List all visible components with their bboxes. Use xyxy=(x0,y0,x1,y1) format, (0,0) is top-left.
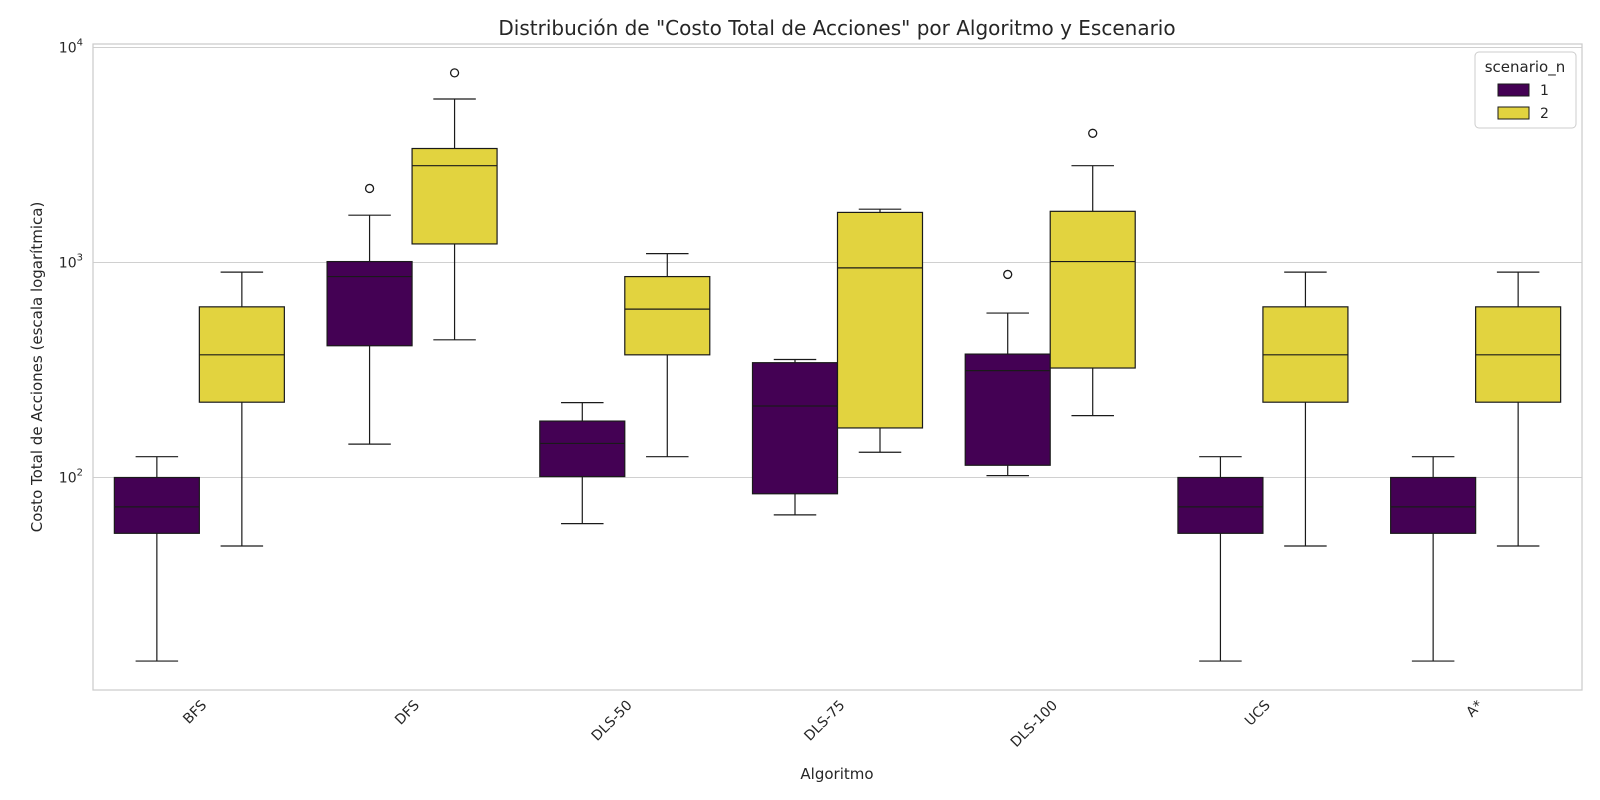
x-tick-labels: BFS DFS DLS-50 DLS-75 DLS-100 UCS A* xyxy=(180,697,1486,750)
legend-items: 12 xyxy=(1497,83,1549,122)
x-tick-label: DLS-50 xyxy=(589,698,636,745)
y-tick-base: 10 xyxy=(59,256,77,272)
box-DFS-scenario-1 xyxy=(326,183,413,445)
legend-label: 2 xyxy=(1540,106,1549,122)
box-DLS-100-scenario-1 xyxy=(964,269,1051,477)
x-tick-label: A* xyxy=(1463,698,1486,721)
y-tick-exponent: 2 xyxy=(77,468,83,479)
iqr-box xyxy=(1390,476,1477,534)
x-tick-label: DLS-100 xyxy=(1008,698,1061,751)
x-tick-label: BFS xyxy=(180,697,210,727)
box-BFS-scenario-2 xyxy=(198,271,285,547)
x-tick-label: UCS xyxy=(1242,697,1274,729)
box-A*-scenario-2 xyxy=(1475,271,1562,547)
iqr-box xyxy=(964,353,1051,466)
y-tick-label: 104 xyxy=(59,38,83,57)
box-DLS-75-scenario-1 xyxy=(751,358,839,516)
y-tick-label: 103 xyxy=(59,253,83,272)
iqr-box xyxy=(624,275,711,356)
y-axis-label: Costo Total de Acciones (escala logarítm… xyxy=(28,202,46,533)
iqr-box xyxy=(836,211,924,429)
y-tick-exponent: 3 xyxy=(77,253,83,264)
legend-swatch-scenario-1 xyxy=(1497,83,1530,97)
iqr-box xyxy=(411,147,498,245)
iqr-box xyxy=(1177,476,1264,534)
legend-swatch-scenario-2 xyxy=(1497,106,1530,120)
box-UCS-scenario-1 xyxy=(1177,456,1264,662)
y-tick-label: 102 xyxy=(59,468,83,487)
iqr-box xyxy=(539,420,626,478)
outlier-point xyxy=(449,68,460,78)
box-DLS-50-scenario-2 xyxy=(624,253,711,458)
x-tick-label: DLS-75 xyxy=(801,698,848,745)
x-tick-label: DFS xyxy=(392,697,423,728)
box-UCS-scenario-2 xyxy=(1262,271,1349,547)
iqr-box xyxy=(326,260,413,347)
box-DLS-100-scenario-2 xyxy=(1049,128,1136,417)
box-A*-scenario-1 xyxy=(1390,456,1477,662)
box-DFS-scenario-2 xyxy=(411,68,498,341)
box-DLS-75-scenario-2 xyxy=(836,208,924,453)
legend-title: scenario_n xyxy=(1485,58,1566,77)
legend: scenario_n 12 xyxy=(1474,51,1577,129)
outlier-point xyxy=(1088,128,1098,138)
outlier-point xyxy=(1003,269,1013,280)
legend-label: 1 xyxy=(1540,83,1549,99)
plot-area-frame xyxy=(92,43,1583,691)
box-BFS-scenario-1 xyxy=(113,456,200,662)
y-tick-base: 10 xyxy=(59,471,77,487)
outlier-point xyxy=(364,183,375,194)
chart-title: Distribución de "Costo Total de Acciones… xyxy=(498,16,1175,40)
boxes-layer xyxy=(113,68,1562,662)
iqr-box xyxy=(751,362,839,495)
box-DLS-50-scenario-1 xyxy=(539,402,626,525)
iqr-box xyxy=(1049,210,1136,369)
iqr-box xyxy=(113,476,200,534)
y-tick-base: 10 xyxy=(59,41,77,57)
x-axis-label: Algoritmo xyxy=(800,765,873,783)
y-tick-exponent: 4 xyxy=(77,38,83,49)
